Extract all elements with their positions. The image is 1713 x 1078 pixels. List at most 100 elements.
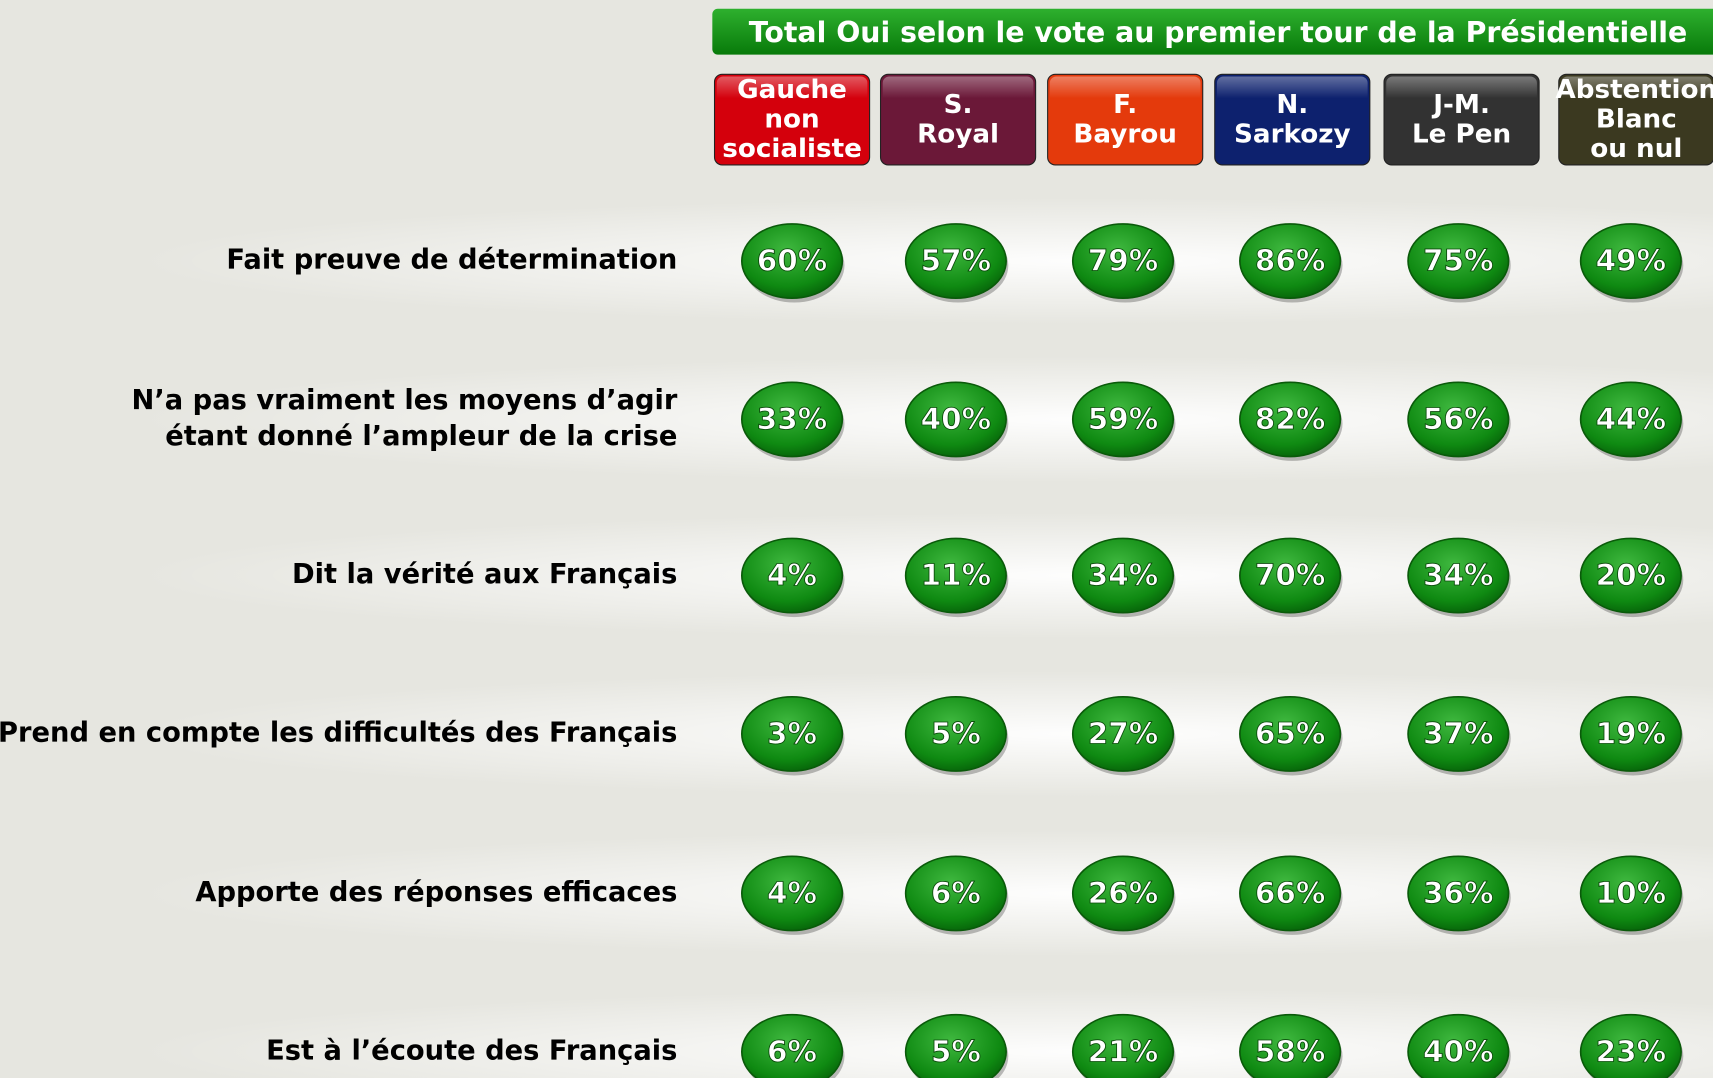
badge xyxy=(740,537,844,614)
badge xyxy=(1071,537,1175,614)
cell-value: 49% xyxy=(1596,244,1667,278)
badge xyxy=(904,855,1007,932)
cell-value: 56% xyxy=(1423,402,1494,436)
row-label: N’a pas vraiment les moyens d’agir xyxy=(132,385,678,416)
row-label: Apporte des réponses efficaces xyxy=(195,877,677,908)
badge xyxy=(904,381,1007,458)
badge xyxy=(1407,1013,1510,1078)
cell-value: 36% xyxy=(1423,876,1494,910)
cell-value: 5% xyxy=(931,1034,981,1068)
cell-value: 21% xyxy=(1088,1034,1159,1068)
title: Total Oui selon le vote au premier tour … xyxy=(749,16,1687,49)
cell-value: 86% xyxy=(1255,244,1326,278)
cell-value: 34% xyxy=(1088,558,1159,592)
badge xyxy=(904,696,1007,772)
column-header-shine xyxy=(716,76,868,121)
badge xyxy=(1071,381,1175,458)
badge xyxy=(1579,1013,1682,1078)
badge xyxy=(740,223,844,299)
badge xyxy=(1239,381,1342,458)
row-label: étant donné l’ampleur de la crise xyxy=(165,421,677,452)
cell-value: 33% xyxy=(757,402,828,436)
badge xyxy=(1239,696,1342,772)
cell-value: 34% xyxy=(1423,558,1494,592)
column-header-label: S. xyxy=(944,90,973,120)
badge xyxy=(1239,537,1342,614)
cell-value: 59% xyxy=(1088,402,1159,436)
badge xyxy=(740,381,844,458)
cell-value: 37% xyxy=(1423,717,1494,751)
column-header-label: Le Pen xyxy=(1412,119,1511,149)
column-header-label: Blanc xyxy=(1596,105,1677,135)
cell-value: 70% xyxy=(1255,558,1326,592)
cell-value: 4% xyxy=(767,876,817,910)
badge xyxy=(1071,696,1175,772)
badge xyxy=(1239,223,1342,299)
cell-value: 3% xyxy=(767,717,817,751)
row-label: Dit la vérité aux Français xyxy=(292,559,677,590)
cell-value: 10% xyxy=(1596,876,1667,910)
cell-value: 6% xyxy=(767,1034,817,1068)
column-header-label: Sarkozy xyxy=(1234,119,1351,149)
column-header-label: Bayrou xyxy=(1073,119,1177,149)
cell-value: 27% xyxy=(1088,717,1159,751)
column-header-label: F. xyxy=(1113,90,1137,120)
badge xyxy=(1071,223,1175,299)
column-header-label: N. xyxy=(1276,90,1308,120)
badge xyxy=(1071,855,1175,932)
badge xyxy=(904,537,1007,614)
badge xyxy=(741,1013,844,1078)
cell-value: 44% xyxy=(1596,402,1667,436)
cell-value: 40% xyxy=(921,402,992,436)
column-header-label: Gauche xyxy=(737,75,847,105)
column-header-shine xyxy=(1560,76,1712,121)
cell-value: 26% xyxy=(1088,876,1159,910)
row-label: Prend en compte les difficultés des Fran… xyxy=(0,717,677,748)
cell-value: 19% xyxy=(1596,717,1667,751)
column-header-shine xyxy=(1386,76,1537,121)
row-label: Fait preuve de détermination xyxy=(226,245,677,276)
column-header-label: Royal xyxy=(917,119,999,149)
cell-value: 23% xyxy=(1596,1034,1667,1068)
cell-value: 75% xyxy=(1423,244,1494,278)
badge xyxy=(1579,537,1682,614)
cell-value: 6% xyxy=(931,876,981,910)
badge xyxy=(1239,855,1342,932)
row-label: Est à l’écoute des Français xyxy=(266,1035,677,1066)
cell-value: 57% xyxy=(921,244,992,278)
badge xyxy=(1071,1013,1175,1078)
badge xyxy=(1579,696,1682,772)
column-header-label: Abstention xyxy=(1555,75,1713,105)
badge xyxy=(904,223,1007,299)
column-header-label: ou nul xyxy=(1590,134,1682,164)
cell-value: 20% xyxy=(1596,558,1667,592)
badge xyxy=(1407,537,1510,614)
badge xyxy=(1407,855,1510,932)
badge xyxy=(1579,381,1682,458)
column-header-label: non xyxy=(764,105,819,135)
cell-value: 4% xyxy=(767,558,817,592)
badge xyxy=(1407,381,1510,458)
badge xyxy=(1579,855,1682,932)
column-header-label: socialiste xyxy=(722,134,862,164)
badge xyxy=(740,696,844,772)
cell-value: 66% xyxy=(1255,876,1326,910)
cell-value: 58% xyxy=(1255,1034,1326,1068)
column-header-shine xyxy=(882,76,1034,121)
badge xyxy=(1579,223,1682,299)
cell-value: 79% xyxy=(1088,244,1159,278)
badge xyxy=(1407,696,1510,772)
column-header-shine xyxy=(1049,76,1201,121)
cell-value: 65% xyxy=(1255,717,1326,751)
cell-value: 60% xyxy=(757,244,828,278)
cell-value: 5% xyxy=(931,717,981,751)
badge xyxy=(1407,223,1510,299)
cell-value: 40% xyxy=(1423,1034,1494,1068)
title-bar xyxy=(712,8,1713,55)
cell-value: 82% xyxy=(1255,402,1326,436)
badge xyxy=(740,855,844,932)
column-header-shine xyxy=(1216,76,1368,121)
cell-value: 11% xyxy=(921,558,992,592)
